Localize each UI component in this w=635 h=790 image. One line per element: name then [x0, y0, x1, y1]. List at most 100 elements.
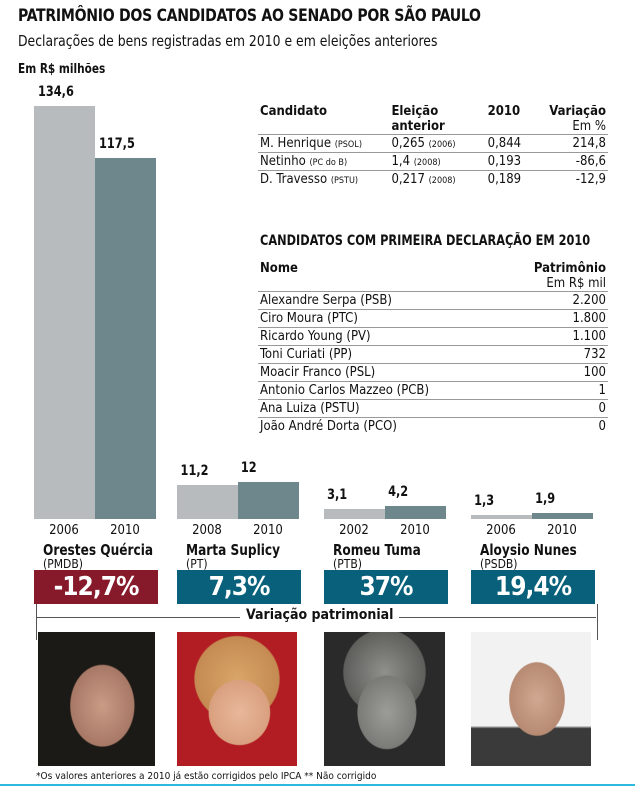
- candidate-party: (PT): [186, 557, 208, 571]
- bar-value-label: 11,2: [180, 462, 209, 479]
- photo-marta-suplicy: [177, 632, 297, 766]
- unit-label: Em R$ milhões: [18, 62, 106, 77]
- col-variation-unit: Em %: [572, 119, 606, 134]
- candidate-name: Netinho: [260, 154, 306, 169]
- cell-name: Moacir Franco (PSL): [258, 363, 502, 382]
- candidate-party: (PSTU): [330, 176, 359, 186]
- table-row: Netinho (PC do B) 1,4 (2008) 0,193 -86,6: [258, 152, 608, 171]
- year-tick-label: 2010: [547, 523, 577, 538]
- previous-value: 1,4: [391, 154, 411, 169]
- variation-badge: 19,4%: [471, 570, 595, 604]
- bar: [471, 515, 532, 519]
- cell-name: Ciro Moura (PTC): [258, 309, 502, 328]
- cell-2010: 0,189: [485, 170, 548, 188]
- year-tick-label: 2008: [192, 523, 222, 538]
- bar: [95, 158, 156, 519]
- year-tick-label: 2010: [253, 523, 283, 538]
- cell-assets: 1.100: [501, 327, 608, 346]
- cell-previous: 0,265 (2006): [389, 134, 486, 153]
- candidate-name: Orestes Quércia: [43, 541, 154, 559]
- col-variation: Variação Em %: [547, 104, 608, 135]
- previous-year: (2006): [428, 140, 456, 150]
- variation-badge: 7,3%: [177, 570, 301, 604]
- cell-assets: 732: [501, 345, 608, 364]
- first-declaration-title: CANDIDATOS COM PRIMEIRA DECLARAÇÃO EM 20…: [260, 233, 591, 249]
- table-row: João André Dorta (PCO) 0: [258, 417, 608, 435]
- cell-assets: 0: [501, 399, 608, 418]
- table-header: Nome Patrimônio Em R$ mil: [258, 261, 608, 292]
- cell-variation: 214,8: [547, 134, 608, 153]
- candidate-party: (PMDB): [43, 557, 83, 571]
- candidate-party: (PC do B): [309, 158, 348, 168]
- bar: [177, 484, 238, 519]
- col-assets-label: Patrimônio: [533, 261, 606, 276]
- candidate-party: (PTB): [333, 557, 362, 571]
- year-tick-label: 2006: [486, 523, 516, 538]
- bar-value-label: 134,6: [37, 84, 74, 100]
- table-row: Toni Curiati (PP) 732: [258, 345, 608, 364]
- variation-badge: 37%: [324, 570, 448, 604]
- footnote: *Os valores anteriores a 2010 já estão c…: [36, 771, 377, 782]
- candidate-name: Romeu Tuma: [333, 541, 421, 559]
- cell-assets: 0: [501, 417, 608, 435]
- cell-variation: -86,6: [547, 152, 608, 171]
- cell-name: Ana Luiza (PSTU): [258, 399, 502, 418]
- bar-value-label: 4,2: [388, 484, 409, 501]
- cell-variation: -12,9: [547, 170, 608, 188]
- table-row: Antonio Carlos Mazzeo (PCB) 1: [258, 381, 608, 400]
- table-row: Ana Luiza (PSTU) 0: [258, 399, 608, 418]
- photo-orestes-quercia: [38, 632, 155, 766]
- previous-year: (2008): [428, 176, 456, 186]
- candidate-party: (PSOL): [334, 140, 362, 150]
- cell-candidate: M. Henrique (PSOL): [258, 134, 390, 153]
- bar-value-label: 1,3: [474, 493, 495, 509]
- bar: [34, 106, 95, 519]
- cell-name: Antonio Carlos Mazzeo (PCB): [258, 381, 502, 400]
- bar: [238, 482, 299, 519]
- bar-value-label: 3,1: [327, 487, 348, 504]
- col-candidate: Candidato: [260, 104, 328, 119]
- candidate-party: (PSDB): [480, 557, 518, 571]
- cell-2010: 0,193: [485, 152, 548, 171]
- photo-aloysio-nunes: [471, 632, 591, 766]
- year-tick-label: 2002: [339, 523, 369, 538]
- candidate-name: Aloysio Nunes: [480, 541, 577, 559]
- table-row: Ciro Moura (PTC) 1.800: [258, 309, 608, 328]
- table-row: Ricardo Young (PV) 1.100: [258, 327, 608, 346]
- previous-value: 0,217: [391, 172, 425, 187]
- variation-label: Variação patrimonial: [240, 607, 400, 623]
- col-previous-2: anterior: [391, 119, 445, 134]
- table-header: Candidato Eleição anterior 2010 Variação E…: [258, 104, 608, 135]
- col-previous-1: Eleição: [391, 104, 439, 119]
- bar: [385, 506, 446, 519]
- page-subtitle: Declarações de bens registradas em 2010 …: [18, 32, 438, 50]
- table-row: M. Henrique (PSOL) 0,265 (2006) 0,844 21…: [258, 134, 608, 153]
- cell-name: Ricardo Young (PV): [258, 327, 502, 346]
- previous-election-table: Candidato Eleição anterior 2010 Variação E…: [258, 104, 608, 188]
- cell-previous: 0,217 (2008): [389, 170, 486, 188]
- candidate-name: D. Travesso: [260, 172, 328, 187]
- cell-assets: 1.800: [501, 309, 608, 328]
- cell-candidate: Netinho (PC do B): [258, 152, 390, 171]
- cell-2010: 0,844: [485, 134, 548, 153]
- bottom-rule: [0, 784, 635, 786]
- year-tick-label: 2010: [110, 523, 140, 538]
- cell-candidate: D. Travesso (PSTU): [258, 170, 390, 188]
- bar: [532, 513, 593, 519]
- candidate-name: M. Henrique: [260, 136, 332, 151]
- year-tick-label: 2010: [400, 523, 430, 538]
- cell-previous: 1,4 (2008): [389, 152, 486, 171]
- bar-value-label: 1,9: [535, 491, 556, 508]
- col-assets: Patrimônio Em R$ mil: [501, 261, 608, 292]
- previous-year: (2008): [413, 158, 441, 168]
- cell-assets: 2.200: [501, 291, 608, 310]
- col-variation-label: Variação: [549, 104, 606, 119]
- first-declaration-table: Nome Patrimônio Em R$ mil Alexandre Serpa…: [258, 261, 608, 435]
- photo-romeu-tuma: [324, 632, 445, 766]
- col-previous: Eleição anterior: [389, 104, 485, 135]
- bar-value-label: 117,5: [98, 136, 135, 153]
- col-assets-unit: Em R$ mil: [546, 276, 606, 291]
- cell-name: Alexandre Serpa (PSB): [258, 291, 502, 310]
- table-row: D. Travesso (PSTU) 0,217 (2008) 0,189 -1…: [258, 170, 608, 188]
